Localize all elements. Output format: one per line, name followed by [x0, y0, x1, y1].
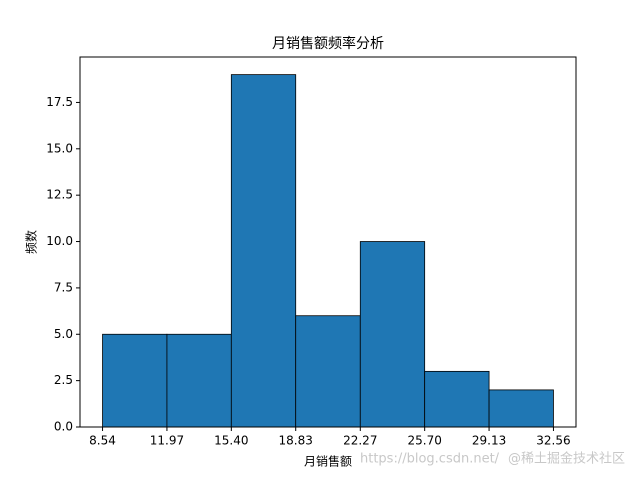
bar — [424, 370, 490, 428]
bar — [166, 333, 232, 428]
y-tick-label: 2.5 — [54, 373, 73, 387]
y-tick-label: 12.5 — [46, 188, 73, 202]
y-tick-label: 5.0 — [54, 327, 73, 341]
x-tick-label: 32.56 — [536, 434, 570, 448]
x-axis-label: 月销售额 — [304, 454, 352, 469]
watermark-url: https://blog.csdn.net/ — [360, 452, 500, 467]
x-tick-label: 22.27 — [343, 434, 377, 448]
watermark-brand: @稀土掘金技术社区 — [508, 451, 625, 467]
y-tick-label: 10.0 — [46, 234, 73, 248]
y-tick-label: 15.0 — [46, 141, 73, 155]
y-axis-label: 频数 — [24, 230, 39, 254]
y-tick-label: 17.5 — [46, 95, 73, 109]
bar — [295, 315, 361, 428]
bar — [102, 333, 168, 428]
bar — [488, 389, 554, 428]
x-tick-label: 11.97 — [150, 434, 184, 448]
x-tick-label: 29.13 — [472, 434, 506, 448]
y-tick-label: 0.0 — [54, 420, 73, 434]
bar — [359, 241, 426, 428]
x-tick-label: 15.40 — [214, 434, 248, 448]
x-tick-label: 18.83 — [279, 434, 313, 448]
bar — [230, 74, 297, 428]
plot-frame — [79, 56, 577, 428]
x-tick-label: 8.54 — [89, 434, 116, 448]
x-tick-label: 25.70 — [407, 434, 441, 448]
y-tick-label: 7.5 — [54, 280, 73, 294]
chart-title: 月销售额频率分析 — [272, 35, 384, 52]
